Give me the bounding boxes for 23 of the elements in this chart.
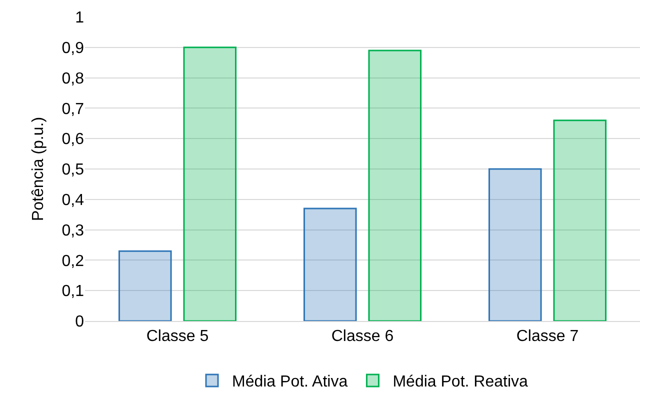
y-tick-label: 0,4: [62, 192, 84, 209]
bar: [488, 168, 542, 321]
y-tick-label: 0,9: [62, 40, 84, 57]
y-tick-label: 0,2: [62, 252, 84, 270]
bar: [303, 208, 357, 321]
y-tick-label: 0: [75, 314, 84, 331]
x-tick-label: Classe 6: [331, 328, 394, 346]
y-tick-label: 0,6: [62, 131, 84, 148]
y-tick-label: 0,8: [62, 70, 84, 88]
y-tick-label: 0,1: [62, 283, 84, 300]
y-axis-title: Potência (p.u.): [30, 116, 47, 222]
bar: [553, 120, 607, 321]
y-tick-label: 0,7: [62, 100, 84, 118]
y-tick-label: 1: [75, 10, 84, 27]
legend-label: Média Pot. Reativa: [392, 374, 528, 391]
bar: [368, 50, 422, 321]
y-tick-label: 0,5: [62, 162, 84, 179]
y-tick-label: 0,3: [62, 222, 84, 240]
x-tick-label: Classe 5: [146, 328, 209, 346]
legend-label: Média Pot. Ativa: [232, 374, 348, 391]
bar: [118, 250, 172, 321]
x-tick-label: Classe 7: [516, 328, 579, 346]
bar: [183, 46, 237, 321]
